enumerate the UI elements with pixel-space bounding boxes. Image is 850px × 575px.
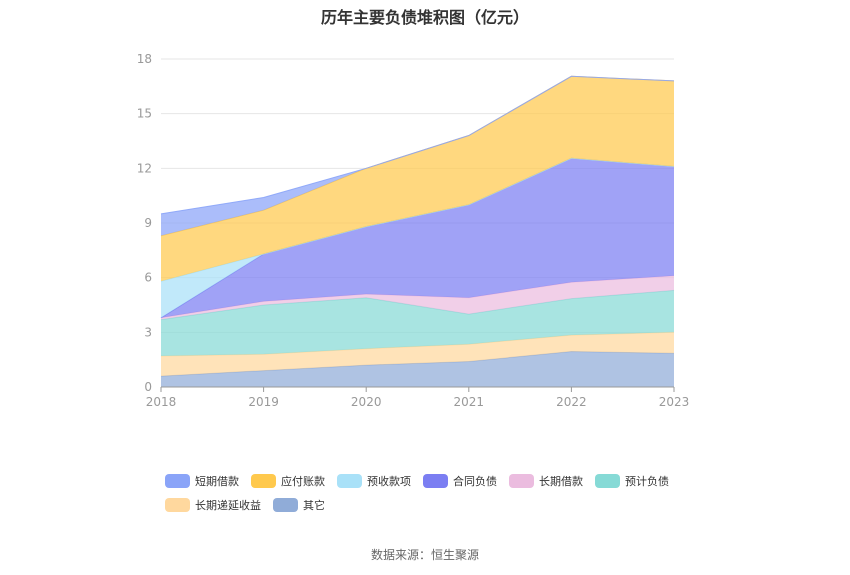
legend-label: 短期借款 [195,475,239,488]
legend-swatch [165,474,190,488]
x-tick-label: 2019 [248,395,279,409]
y-tick-label: 12 [137,161,152,175]
area-series-3 [161,275,674,320]
legend-item[interactable]: 合同负债 [423,472,497,490]
area-series-1 [161,332,674,377]
legend-label: 长期递延收益 [195,499,261,512]
legend-label: 应付账款 [281,475,325,488]
x-tick-label: 2020 [351,395,382,409]
area-series-4 [161,158,674,318]
legend-item[interactable]: 长期借款 [509,472,583,490]
legend-swatch [273,498,298,512]
legend-label: 预计负债 [625,475,669,488]
legend-swatch [337,474,362,488]
legend-item[interactable]: 其它 [273,496,325,514]
area-series-0 [161,351,674,387]
legend-item[interactable]: 短期借款 [165,472,239,490]
axis-layer: 0 3 6 9 12 15 18 2018 2019 2020 2021 2022 2023 [137,52,690,409]
x-tick-label: 2022 [556,395,587,409]
legend-item[interactable]: 预计负债 [595,472,669,490]
legend-label: 预收款项 [367,475,411,488]
y-tick-label: 15 [137,107,152,121]
legend-label: 其它 [303,499,325,512]
legend-item[interactable]: 预收款项 [337,472,411,490]
area-series-6 [161,76,674,282]
area-series-edge-7 [160,75,675,215]
y-tick-label: 18 [137,52,152,66]
y-tick-label: 9 [144,216,152,230]
area-series-2 [161,290,674,356]
legend-swatch [251,474,276,488]
x-tick-label: 2021 [454,395,485,409]
legend-label: 长期借款 [539,475,583,488]
source-note: 数据来源：恒生聚源 [370,548,479,562]
legend-swatch [595,474,620,488]
legend-swatch [423,474,448,488]
y-tick-label: 6 [144,271,152,285]
x-tick-label: 2023 [659,395,690,409]
y-tick-label: 3 [144,325,152,339]
area-layer [160,75,675,387]
x-tick-label: 2018 [146,395,177,409]
legend-label: 合同负债 [453,475,497,488]
legend-swatch [165,498,190,512]
area-series-7 [161,76,674,236]
legend-item[interactable]: 应付账款 [251,472,325,490]
legend: 短期借款 应付账款 预收款项 合同负债 长期借款 预计负债长期递延收益 其它 [165,472,705,520]
legend-item[interactable]: 长期递延收益 [165,496,261,514]
legend-swatch [509,474,534,488]
chart-title: 历年主要负债堆积图（亿元） [320,8,529,27]
y-tick-label: 0 [144,380,152,394]
